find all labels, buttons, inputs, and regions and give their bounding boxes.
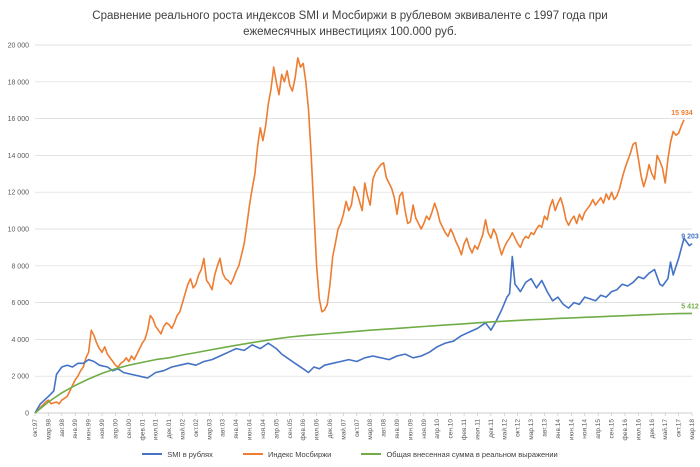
series-lines	[34, 57, 693, 414]
end-label-moex: 15 934	[671, 110, 693, 117]
end-label-invested: 5 412	[681, 303, 699, 310]
x-tick-label: авг.98	[59, 419, 66, 437]
x-tick-label: дек.16	[649, 419, 656, 439]
legend-swatch-smi	[142, 453, 163, 455]
series-line-moex	[34, 57, 685, 414]
x-tick-label: июн.09	[407, 419, 414, 441]
x-tick-label: июн.14	[568, 419, 575, 441]
x-tick-label: мар.13	[528, 419, 535, 440]
legend-item-invested[interactable]: Общая внесенная сумма в реальном выражен…	[361, 449, 558, 459]
x-tick-label: окт.07	[354, 419, 361, 437]
x-tick-label: янв.09	[394, 419, 401, 439]
x-tick-label: окт.12	[515, 419, 522, 437]
y-tick-label: 12 000	[8, 190, 30, 197]
x-tick-label: мар.98	[45, 419, 52, 440]
x-tick-label: янв.04	[233, 419, 240, 439]
chart-title: Сравнение реального роста индексов SMI и…	[92, 10, 608, 38]
y-axis: 0 2 000 4 000 6 000 8 000 10 000 12 000 14 000 1…	[8, 43, 30, 418]
x-tick-label: авг.03	[220, 419, 227, 437]
end-label-smi: 9 203	[681, 234, 699, 241]
legend-item-moex[interactable]: Индекс Мосбиржи	[242, 449, 332, 459]
y-tick-label: 6 000	[11, 300, 29, 307]
x-tick-label: апр.00	[112, 419, 119, 439]
legend-label-moex: Индекс Мосбиржи	[267, 449, 332, 459]
x-tick-label: май.17	[661, 419, 669, 440]
x-tick-label: апр.15	[595, 419, 602, 439]
x-tick-label: апр.10	[434, 419, 441, 439]
x-tick-label: май.12	[500, 419, 508, 440]
x-tick-label: июн.04	[247, 419, 254, 441]
x-tick-label: мар.18	[689, 419, 696, 440]
x-tick-label: ноя.04	[260, 419, 267, 439]
legend: SMI в рублях Индекс Мосбиржи Общая внесе…	[0, 448, 700, 459]
x-tick-label: сен.10	[448, 419, 455, 439]
legend-label-invested: Общая внесенная сумма в реальном выражен…	[386, 449, 558, 459]
y-tick-label: 18 000	[8, 79, 30, 86]
x-tick-label: ноя.09	[421, 419, 428, 439]
x-tick-label: дек.01	[166, 419, 173, 439]
x-tick-label: окт.97	[32, 419, 39, 437]
x-tick-label: авг.08	[381, 419, 388, 437]
legend-item-smi[interactable]: SMI в рублях	[142, 450, 213, 459]
y-tick-label: 8 000	[11, 263, 29, 270]
x-tick-label: мар.03	[206, 419, 213, 440]
x-tick-label: июл.06	[314, 419, 321, 441]
x-tick-label: окт.17	[676, 419, 683, 437]
x-tick-label: июн.99	[86, 419, 93, 441]
x-tick-label: ноя.14	[582, 419, 589, 439]
x-tick-label: сен.00	[126, 419, 133, 439]
y-tick-label: 2 000	[11, 374, 29, 381]
x-tick-label: фев.11	[461, 419, 468, 440]
legend-swatch-moex	[242, 453, 263, 455]
y-tick-label: 20 000	[8, 43, 30, 50]
series-line-smi	[34, 237, 693, 414]
x-tick-label: янв.99	[72, 419, 79, 439]
series-line-invested	[34, 312, 693, 414]
x-tick-label: июл.16	[635, 419, 642, 441]
x-tick-label: дек.11	[488, 419, 495, 438]
x-tick-label: фев.16	[622, 419, 629, 441]
x-tick-label: авг.13	[542, 419, 549, 437]
x-tick-label: май.02	[178, 419, 186, 440]
x-tick-label: мар.08	[367, 419, 374, 440]
y-tick-label: 14 000	[8, 153, 30, 160]
end-labels: 9 203 15 934 5 412	[671, 110, 699, 311]
x-tick-label: янв.14	[555, 419, 562, 439]
y-tick-label: 0	[25, 411, 29, 418]
x-tick-label: фев.06	[300, 419, 307, 441]
y-tick-label: 4 000	[11, 337, 29, 344]
x-tick-label: дек.06	[327, 419, 334, 439]
x-tick-label: сен.05	[287, 419, 294, 439]
x-tick-label: апр.05	[273, 419, 280, 439]
x-tick-label: июл.01	[153, 419, 160, 441]
x-tick-label: фев.01	[139, 419, 146, 441]
x-axis: окт.97 мар.98 авг.98 янв.99 июн.99 ноя.99 апр.…	[32, 413, 696, 441]
x-tick-label: ноя.99	[99, 419, 106, 439]
x-tick-label: окт.02	[193, 419, 200, 437]
y-tick-label: 10 000	[8, 227, 30, 234]
x-tick-label: сен.15	[609, 419, 616, 439]
x-tick-label: июл.11	[474, 419, 481, 440]
legend-swatch-invested	[361, 453, 382, 455]
x-tick-label: май.07	[339, 419, 347, 440]
y-tick-label: 16 000	[8, 116, 30, 123]
legend-label-smi: SMI в рублях	[167, 449, 213, 459]
